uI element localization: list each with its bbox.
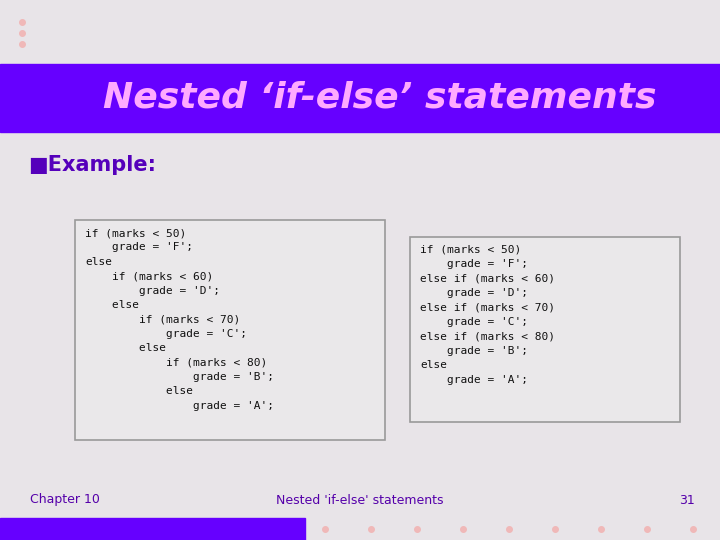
- FancyBboxPatch shape: [75, 220, 385, 440]
- Bar: [0, 518, 305, 540]
- Text: ■Example:: ■Example:: [28, 155, 156, 175]
- Text: Nested 'if-else' statements: Nested 'if-else' statements: [276, 494, 444, 507]
- Text: if (marks < 50)
    grade = 'F';
else if (marks < 60)
    grade = 'D';
else if (: if (marks < 50) grade = 'F'; else if (ma…: [420, 245, 555, 384]
- FancyBboxPatch shape: [410, 237, 680, 422]
- Text: 31: 31: [679, 494, 695, 507]
- Text: if (marks < 50)
    grade = 'F';
else
    if (marks < 60)
        grade = 'D';
 : if (marks < 50) grade = 'F'; else if (ma…: [85, 228, 274, 411]
- Bar: [0, 64, 720, 132]
- Text: Chapter 10: Chapter 10: [30, 494, 100, 507]
- Text: Nested ‘if-else’ statements: Nested ‘if-else’ statements: [103, 81, 657, 115]
